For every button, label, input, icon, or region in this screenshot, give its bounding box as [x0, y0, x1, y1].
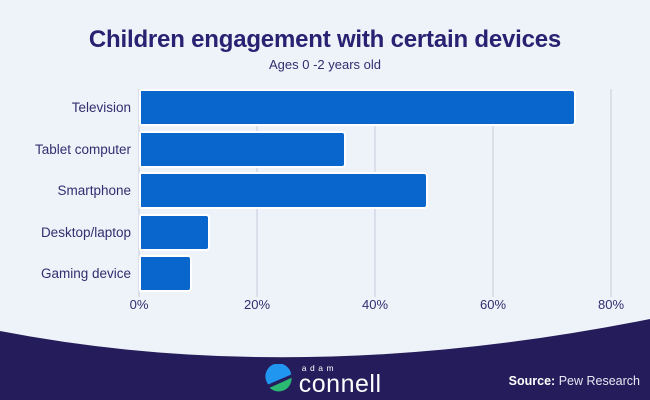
adamconnell-logo-icon: [265, 364, 292, 392]
bar-smartphone: [139, 172, 429, 209]
chart-title: Children engagement with certain devices: [88, 26, 562, 53]
brand-name-top: adam: [301, 362, 338, 373]
gridline-60%: [492, 89, 494, 297]
category-label-tablet-computer: Tablet computer: [34, 141, 131, 157]
category-label-smartphone: Smartphone: [57, 183, 131, 198]
category-label-desktop-laptop: Desktop/laptop: [40, 224, 131, 240]
x-tick-label-60%: 60%: [479, 297, 507, 312]
bar-tablet-computer: [139, 130, 346, 168]
x-tick-label-80%: 80%: [597, 297, 625, 312]
x-axis: 0% 20% 40% 60% 80%: [130, 297, 624, 313]
brand-name-bottom: connell: [298, 370, 382, 398]
source-attribution: Source: Pew Research: [509, 374, 640, 388]
x-tick-label-40%: 40%: [361, 297, 389, 312]
category-axis: Television Tablet computer Smartphone Deskt…: [0, 89, 131, 297]
x-tick-label-20%: 20%: [243, 297, 271, 312]
x-tick-label-0%: 0%: [129, 297, 149, 312]
source-value: Pew Research: [558, 374, 640, 388]
adamconnell-logo: adam connell: [264, 362, 382, 398]
category-label-gaming-device: Gaming device: [40, 266, 131, 281]
bar-television: [139, 89, 576, 126]
plot-area: [138, 89, 612, 297]
source-label: Source:: [508, 374, 556, 388]
category-label-television: Television: [71, 100, 131, 115]
footer-curve: [0, 319, 650, 400]
brand-text: adam connell: [298, 362, 382, 398]
chart-subtitle: Ages 0 -2 years old: [268, 57, 381, 72]
bar-gaming-device: [139, 255, 193, 292]
bar-desktop-laptop: [139, 213, 210, 251]
gridline-80%: [610, 89, 612, 297]
